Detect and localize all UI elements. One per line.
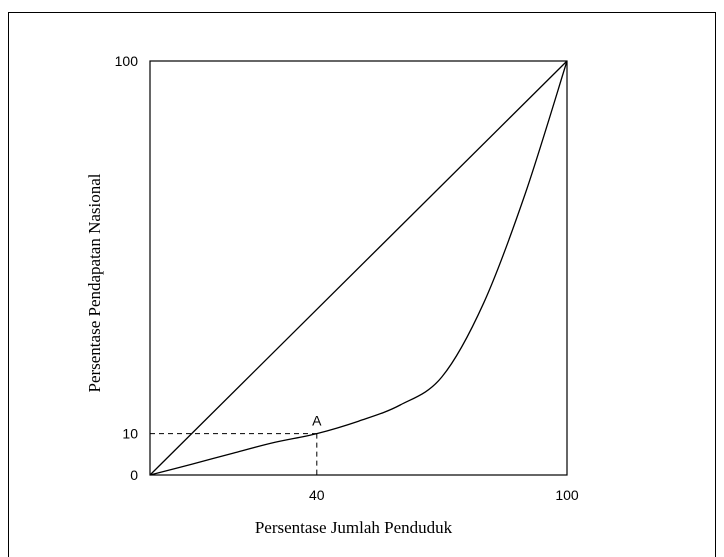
y-tick-labels: 0 10 100 [115,53,139,483]
x-axis-label: Persentase Jumlah Penduduk [255,518,453,537]
guide-lines [150,433,318,475]
lorenz-curve [149,60,568,476]
y-tick-label: 0 [130,467,138,483]
figure-frame [8,12,716,557]
annotation-layer: A [312,413,322,429]
y-axis-label: Persentase Pendapatan Nasional [85,173,104,392]
y-tick-label: 100 [115,53,139,69]
equality-line [149,60,568,476]
plot-area-border [149,60,568,476]
x-tick-label: 100 [555,487,579,503]
x-tick-label: 40 [309,487,325,503]
y-tick-label: 10 [122,426,138,442]
annotation-point-label: A [312,413,322,429]
series-layer [149,60,568,476]
x-tick-labels: 40 100 [309,487,579,503]
